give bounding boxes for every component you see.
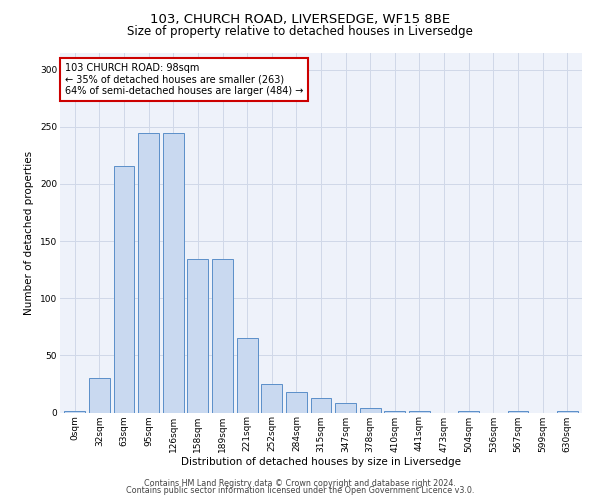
- Text: 103 CHURCH ROAD: 98sqm
← 35% of detached houses are smaller (263)
64% of semi-de: 103 CHURCH ROAD: 98sqm ← 35% of detached…: [65, 64, 304, 96]
- Bar: [311, 398, 331, 412]
- Y-axis label: Number of detached properties: Number of detached properties: [25, 150, 34, 314]
- Bar: [261, 384, 282, 412]
- Bar: [163, 132, 184, 412]
- Bar: [286, 392, 307, 412]
- Bar: [138, 132, 159, 412]
- Text: Contains public sector information licensed under the Open Government Licence v3: Contains public sector information licen…: [126, 486, 474, 495]
- Bar: [236, 338, 257, 412]
- Bar: [187, 260, 208, 412]
- Text: Size of property relative to detached houses in Liversedge: Size of property relative to detached ho…: [127, 25, 473, 38]
- Bar: [89, 378, 110, 412]
- Text: Contains HM Land Registry data © Crown copyright and database right 2024.: Contains HM Land Registry data © Crown c…: [144, 478, 456, 488]
- Text: 103, CHURCH ROAD, LIVERSEDGE, WF15 8BE: 103, CHURCH ROAD, LIVERSEDGE, WF15 8BE: [150, 12, 450, 26]
- Bar: [212, 260, 233, 412]
- X-axis label: Distribution of detached houses by size in Liversedge: Distribution of detached houses by size …: [181, 457, 461, 467]
- Bar: [113, 166, 134, 412]
- Bar: [335, 404, 356, 412]
- Bar: [360, 408, 381, 412]
